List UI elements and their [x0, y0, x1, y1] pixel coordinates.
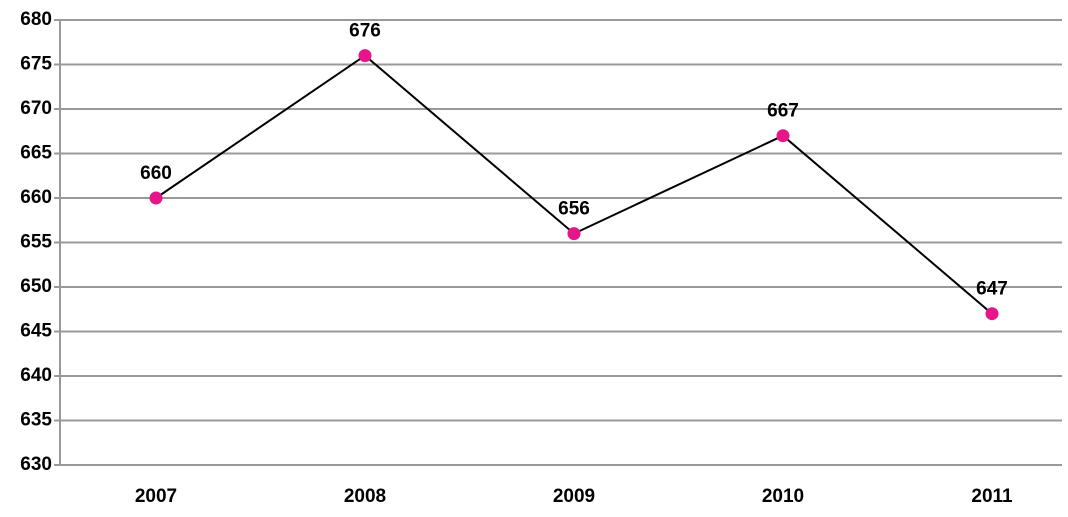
data-label: 667	[767, 101, 799, 122]
data-line	[155, 54, 993, 315]
y-tick-label: 630	[20, 454, 52, 475]
y-tick-label: 675	[20, 54, 52, 75]
x-tick-label: 2011	[971, 486, 1013, 507]
y-tick-label: 635	[20, 410, 52, 431]
data-point	[985, 307, 999, 321]
x-tick-label: 2008	[344, 486, 386, 507]
data-point	[358, 49, 372, 63]
x-tick-label: 2007	[135, 486, 177, 507]
y-tick-label: 640	[20, 365, 52, 386]
data-point	[776, 129, 790, 143]
x-tick-label: 2010	[762, 486, 804, 507]
data-point	[149, 191, 163, 205]
x-tick-label: 2009	[553, 486, 595, 507]
y-tick-label: 645	[20, 321, 52, 342]
data-point	[567, 227, 581, 241]
y-tick-label: 650	[20, 276, 52, 297]
data-label: 676	[349, 21, 381, 42]
data-label: 660	[140, 163, 172, 184]
y-tick-label: 680	[20, 9, 52, 30]
y-tick-label: 665	[20, 143, 52, 164]
y-tick-label: 660	[20, 187, 52, 208]
data-label: 647	[976, 279, 1008, 300]
y-tick-label: 655	[20, 232, 52, 253]
y-tick-label: 670	[20, 98, 52, 119]
data-label: 656	[558, 199, 590, 220]
